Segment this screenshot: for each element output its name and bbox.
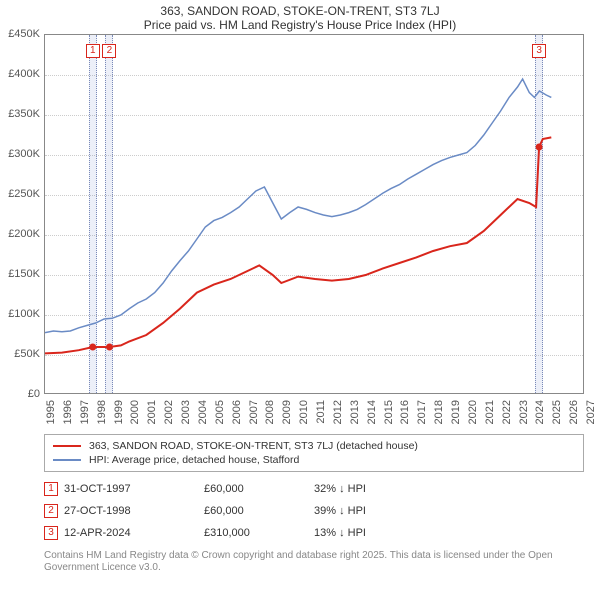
x-tick-label: 2006 xyxy=(231,400,243,424)
x-tick-label: 2026 xyxy=(568,400,580,424)
x-tick-label: 2022 xyxy=(501,400,513,424)
x-tick-label: 2013 xyxy=(349,400,361,424)
sales-row-marker: 3 xyxy=(44,526,58,540)
y-tick-label: £350K xyxy=(0,108,40,120)
y-tick-label: £300K xyxy=(0,148,40,160)
chart-container: 363, SANDON ROAD, STOKE-ON-TRENT, ST3 7L… xyxy=(0,0,600,590)
x-tick-label: 2015 xyxy=(383,400,395,424)
series-line xyxy=(45,137,551,353)
x-tick-label: 2001 xyxy=(146,400,158,424)
plot-area: 1995199619971998199920002001200220032004… xyxy=(44,34,584,394)
legend-swatch xyxy=(53,459,81,461)
x-tick-label: 2025 xyxy=(551,400,563,424)
x-tick-label: 2012 xyxy=(332,400,344,424)
y-tick-label: £450K xyxy=(0,28,40,40)
sale-marker: 2 xyxy=(102,44,116,58)
y-tick-label: £50K xyxy=(0,348,40,360)
legend-item: 363, SANDON ROAD, STOKE-ON-TRENT, ST3 7L… xyxy=(53,439,575,453)
sales-row-marker: 1 xyxy=(44,482,58,496)
x-tick-label: 2019 xyxy=(450,400,462,424)
sale-marker: 3 xyxy=(532,44,546,58)
x-tick-label: 1997 xyxy=(79,400,91,424)
x-tick-label: 2003 xyxy=(180,400,192,424)
sales-row-price: £60,000 xyxy=(204,505,314,517)
series-svg xyxy=(45,35,585,395)
sales-row-delta: 13% ↓ HPI xyxy=(314,527,434,539)
x-tick-label: 1999 xyxy=(113,400,125,424)
footer-attribution: Contains HM Land Registry data © Crown c… xyxy=(44,550,584,574)
sales-row-price: £60,000 xyxy=(204,483,314,495)
y-tick-label: £400K xyxy=(0,68,40,80)
sales-row-delta: 32% ↓ HPI xyxy=(314,483,434,495)
y-tick-label: £250K xyxy=(0,188,40,200)
x-tick-label: 2014 xyxy=(366,400,378,424)
x-tick-label: 1998 xyxy=(96,400,108,424)
sales-row-date: 31-OCT-1997 xyxy=(64,483,204,495)
sales-row-price: £310,000 xyxy=(204,527,314,539)
sales-row-date: 27-OCT-1998 xyxy=(64,505,204,517)
x-tick-label: 2024 xyxy=(534,400,546,424)
sale-marker: 1 xyxy=(86,44,100,58)
sale-point xyxy=(89,344,96,351)
x-tick-label: 2017 xyxy=(416,400,428,424)
sales-row: 1 31-OCT-1997£60,00032% ↓ HPI xyxy=(44,478,584,500)
x-tick-label: 2000 xyxy=(129,400,141,424)
sales-row: 2 27-OCT-1998£60,00039% ↓ HPI xyxy=(44,500,584,522)
sale-point xyxy=(106,344,113,351)
legend: 363, SANDON ROAD, STOKE-ON-TRENT, ST3 7L… xyxy=(44,434,584,472)
x-tick-label: 2010 xyxy=(298,400,310,424)
series-line xyxy=(45,79,551,333)
x-tick-label: 2018 xyxy=(433,400,445,424)
legend-swatch xyxy=(53,445,81,447)
sale-point xyxy=(536,144,543,151)
x-tick-label: 2016 xyxy=(399,400,411,424)
x-tick-label: 2002 xyxy=(163,400,175,424)
sales-row-marker: 2 xyxy=(44,504,58,518)
x-tick-label: 2009 xyxy=(281,400,293,424)
y-tick-label: £0 xyxy=(0,388,40,400)
sales-row-delta: 39% ↓ HPI xyxy=(314,505,434,517)
x-tick-label: 2020 xyxy=(467,400,479,424)
legend-item: HPI: Average price, detached house, Staf… xyxy=(53,453,575,467)
x-tick-label: 2011 xyxy=(315,400,327,424)
y-tick-label: £100K xyxy=(0,308,40,320)
x-tick-label: 2005 xyxy=(214,400,226,424)
x-tick-label: 1995 xyxy=(45,400,57,424)
sales-row-date: 12-APR-2024 xyxy=(64,527,204,539)
x-tick-label: 2008 xyxy=(264,400,276,424)
sales-row: 3 12-APR-2024£310,00013% ↓ HPI xyxy=(44,522,584,544)
x-tick-label: 1996 xyxy=(62,400,74,424)
x-tick-label: 2027 xyxy=(585,400,597,424)
legend-label: 363, SANDON ROAD, STOKE-ON-TRENT, ST3 7L… xyxy=(89,440,418,452)
sales-table: 1 31-OCT-1997£60,00032% ↓ HPI 2 27-OCT-1998… xyxy=(44,478,584,544)
x-tick-label: 2021 xyxy=(484,400,496,424)
x-tick-label: 2004 xyxy=(197,400,209,424)
legend-label: HPI: Average price, detached house, Staf… xyxy=(89,454,299,466)
y-tick-label: £200K xyxy=(0,228,40,240)
chart-title: 363, SANDON ROAD, STOKE-ON-TRENT, ST3 7L… xyxy=(0,0,600,18)
y-tick-label: £150K xyxy=(0,268,40,280)
chart-area: 1995199619971998199920002001200220032004… xyxy=(44,34,588,394)
x-tick-label: 2023 xyxy=(518,400,530,424)
x-tick-label: 2007 xyxy=(248,400,260,424)
chart-subtitle: Price paid vs. HM Land Registry's House … xyxy=(0,18,600,34)
